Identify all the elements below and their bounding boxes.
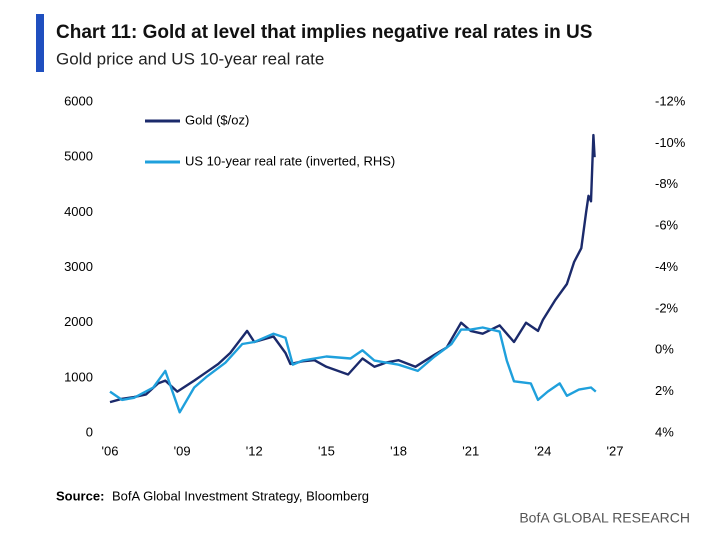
- source: BofA Global Investment Strategy, Bloombe…: [112, 488, 369, 503]
- y-tick-label: 1000: [64, 369, 93, 384]
- chart-subtitle: Gold price and US 10-year real rate: [56, 49, 324, 68]
- x-tick-label: '15: [318, 443, 335, 458]
- x-tick-label: '06: [102, 443, 119, 458]
- y2-tick-label: 4%: [655, 424, 674, 439]
- y-tick-label: 4000: [64, 204, 93, 219]
- y2-tick-label: -6%: [655, 218, 679, 233]
- series-line: [109, 326, 597, 414]
- legend-label: Gold ($/oz): [185, 112, 249, 127]
- y2-tick-label: 0%: [655, 342, 674, 357]
- y-tick-label: 0: [86, 424, 93, 439]
- y2-tick-label: 2%: [655, 383, 674, 398]
- x-tick-label: '21: [462, 443, 479, 458]
- y2-tick-label: -12%: [655, 93, 686, 108]
- x-tick-label: '24: [534, 443, 551, 458]
- source-label: Source:: [56, 488, 104, 503]
- y2-tick-label: -2%: [655, 300, 679, 315]
- legend-label: US 10-year real rate (inverted, RHS): [185, 153, 395, 168]
- series-line: [109, 133, 596, 404]
- y-tick-label: 5000: [64, 149, 93, 164]
- x-tick-label: '27: [607, 443, 624, 458]
- x-tick-label: '09: [174, 443, 191, 458]
- y2-tick-label: -8%: [655, 176, 679, 191]
- brand: BofA GLOBAL RESEARCH: [519, 510, 690, 526]
- y-tick-label: 2000: [64, 314, 93, 329]
- y2-tick-label: -4%: [655, 259, 679, 274]
- x-tick-label: '12: [246, 443, 263, 458]
- chart-title: Chart 11: Gold at level that implies neg…: [56, 22, 592, 43]
- y-tick-label: 3000: [64, 259, 93, 274]
- title-accent: [36, 14, 44, 72]
- y-tick-label: 6000: [64, 93, 93, 108]
- x-tick-label: '18: [390, 443, 407, 458]
- y2-tick-label: -10%: [655, 135, 686, 150]
